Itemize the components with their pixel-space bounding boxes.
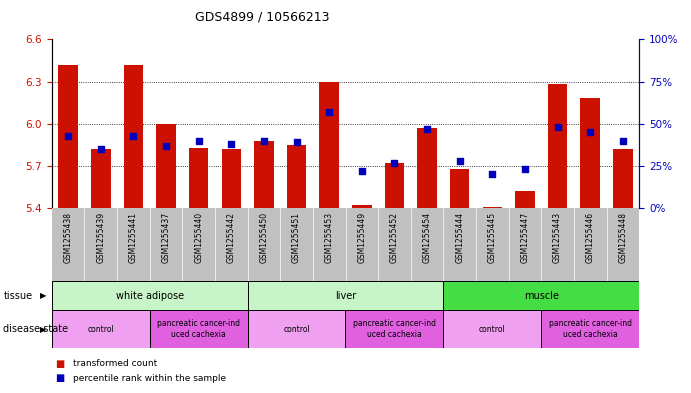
Text: ■: ■ bbox=[55, 358, 64, 369]
Point bbox=[486, 171, 498, 178]
Point bbox=[357, 168, 368, 174]
Text: ■: ■ bbox=[55, 373, 64, 383]
Point bbox=[291, 139, 302, 145]
Bar bbox=[613, 149, 633, 208]
Text: ▶: ▶ bbox=[40, 291, 46, 300]
Text: control: control bbox=[479, 325, 506, 334]
Text: disease state: disease state bbox=[3, 324, 68, 334]
Text: ▶: ▶ bbox=[40, 325, 46, 334]
Text: percentile rank within the sample: percentile rank within the sample bbox=[73, 374, 226, 382]
Text: pancreatic cancer-ind
uced cachexia: pancreatic cancer-ind uced cachexia bbox=[549, 320, 632, 339]
Text: liver: liver bbox=[335, 291, 356, 301]
Bar bbox=[346, 310, 444, 348]
Text: GSM1255454: GSM1255454 bbox=[423, 212, 432, 263]
Text: GSM1255442: GSM1255442 bbox=[227, 212, 236, 263]
Text: GSM1255438: GSM1255438 bbox=[64, 212, 73, 263]
Text: tissue: tissue bbox=[3, 291, 32, 301]
Bar bbox=[319, 81, 339, 208]
Bar bbox=[222, 149, 241, 208]
Text: GSM1255450: GSM1255450 bbox=[259, 212, 268, 263]
Bar bbox=[444, 281, 639, 310]
Point bbox=[552, 124, 563, 130]
Point bbox=[389, 160, 400, 166]
Bar bbox=[254, 141, 274, 208]
Bar bbox=[156, 124, 176, 208]
Point bbox=[454, 158, 465, 164]
Bar bbox=[417, 128, 437, 208]
Point bbox=[95, 146, 106, 152]
Bar bbox=[124, 64, 143, 208]
Bar bbox=[541, 310, 639, 348]
Text: GSM1255439: GSM1255439 bbox=[96, 212, 105, 263]
Point bbox=[258, 138, 269, 144]
Text: muscle: muscle bbox=[524, 291, 559, 301]
Text: transformed count: transformed count bbox=[73, 359, 157, 368]
Text: GSM1255444: GSM1255444 bbox=[455, 212, 464, 263]
Point bbox=[128, 132, 139, 139]
Text: GSM1255446: GSM1255446 bbox=[586, 212, 595, 263]
Point bbox=[63, 132, 74, 139]
Bar bbox=[385, 163, 404, 208]
Bar bbox=[58, 64, 78, 208]
Text: pancreatic cancer-ind
uced cachexia: pancreatic cancer-ind uced cachexia bbox=[353, 320, 436, 339]
Text: GSM1255445: GSM1255445 bbox=[488, 212, 497, 263]
Bar bbox=[247, 281, 444, 310]
Text: GSM1255448: GSM1255448 bbox=[618, 212, 627, 263]
Text: GSM1255449: GSM1255449 bbox=[357, 212, 366, 263]
Bar bbox=[150, 310, 247, 348]
Point bbox=[585, 129, 596, 135]
Bar bbox=[580, 98, 600, 208]
Text: GSM1255443: GSM1255443 bbox=[553, 212, 562, 263]
Text: GSM1255441: GSM1255441 bbox=[129, 212, 138, 263]
Text: pancreatic cancer-ind
uced cachexia: pancreatic cancer-ind uced cachexia bbox=[157, 320, 240, 339]
Bar bbox=[444, 310, 541, 348]
Text: GDS4899 / 10566213: GDS4899 / 10566213 bbox=[196, 11, 330, 24]
Text: GSM1255452: GSM1255452 bbox=[390, 212, 399, 263]
Text: white adipose: white adipose bbox=[115, 291, 184, 301]
Bar bbox=[287, 145, 306, 208]
Point bbox=[422, 126, 433, 132]
Bar bbox=[189, 148, 209, 208]
Text: GSM1255440: GSM1255440 bbox=[194, 212, 203, 263]
Bar bbox=[91, 149, 111, 208]
Bar bbox=[548, 84, 567, 208]
Point bbox=[160, 143, 171, 149]
Bar bbox=[352, 206, 372, 208]
Point bbox=[323, 109, 334, 115]
Point bbox=[226, 141, 237, 147]
Point bbox=[520, 166, 531, 173]
Text: GSM1255447: GSM1255447 bbox=[520, 212, 529, 263]
Text: GSM1255437: GSM1255437 bbox=[162, 212, 171, 263]
Text: GSM1255453: GSM1255453 bbox=[325, 212, 334, 263]
Bar bbox=[450, 169, 469, 208]
Bar bbox=[247, 310, 346, 348]
Point bbox=[617, 138, 628, 144]
Bar bbox=[52, 310, 150, 348]
Text: control: control bbox=[87, 325, 114, 334]
Bar bbox=[515, 191, 535, 208]
Bar bbox=[52, 281, 247, 310]
Text: GSM1255451: GSM1255451 bbox=[292, 212, 301, 263]
Point bbox=[193, 138, 204, 144]
Text: control: control bbox=[283, 325, 310, 334]
Bar bbox=[482, 207, 502, 208]
